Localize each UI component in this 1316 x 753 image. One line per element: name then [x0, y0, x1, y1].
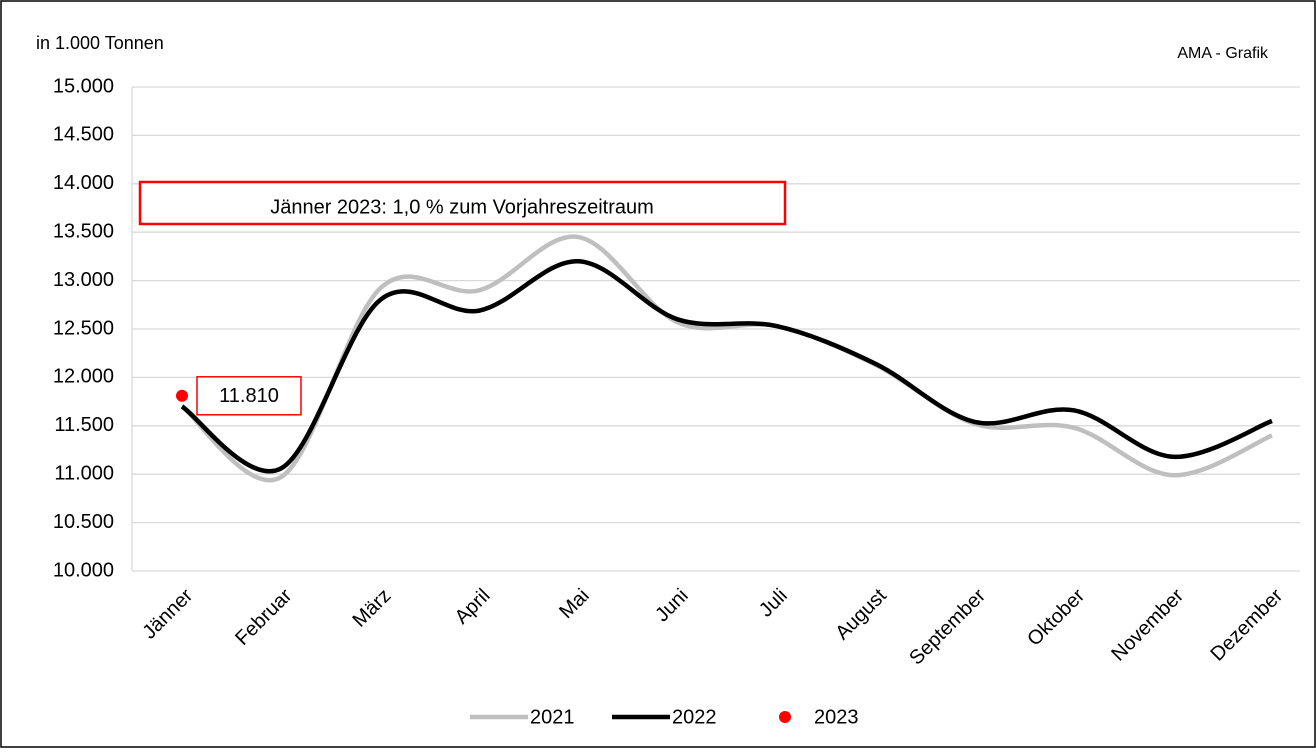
- y-tick-label: 13.000: [53, 269, 114, 291]
- data-line: [180, 258, 1273, 474]
- annotation: Jänner 2023: 1,0 % zum Vorjahreszeitraum: [270, 196, 654, 218]
- y-tick-label: 14.500: [53, 124, 114, 146]
- legend-label: 2022: [672, 706, 717, 728]
- legend-marker: [779, 711, 791, 723]
- y-tick-label: 12.500: [53, 317, 114, 339]
- y-tick-label: 12.000: [53, 366, 114, 388]
- y-tick-label: 15.000: [53, 75, 114, 97]
- y-axis-label: in 1.000 Tonnen: [36, 33, 164, 53]
- legend-label: 2023: [814, 706, 859, 728]
- y-tick-label: 10.500: [53, 511, 114, 533]
- legend-label: 2021: [530, 706, 575, 728]
- value-label: 11.810: [219, 385, 279, 407]
- data-point: [176, 389, 188, 402]
- y-tick-label: 11.000: [54, 462, 114, 484]
- source-label: AMA - Grafik: [1177, 45, 1269, 62]
- y-tick-label: 14.000: [53, 172, 114, 194]
- annotation-box: [138, 180, 787, 226]
- y-tick-label: 11.500: [54, 414, 114, 436]
- y-tick-label: 10.000: [53, 559, 114, 581]
- y-tick-label: 13.500: [53, 220, 114, 242]
- value-label-box: [196, 376, 302, 416]
